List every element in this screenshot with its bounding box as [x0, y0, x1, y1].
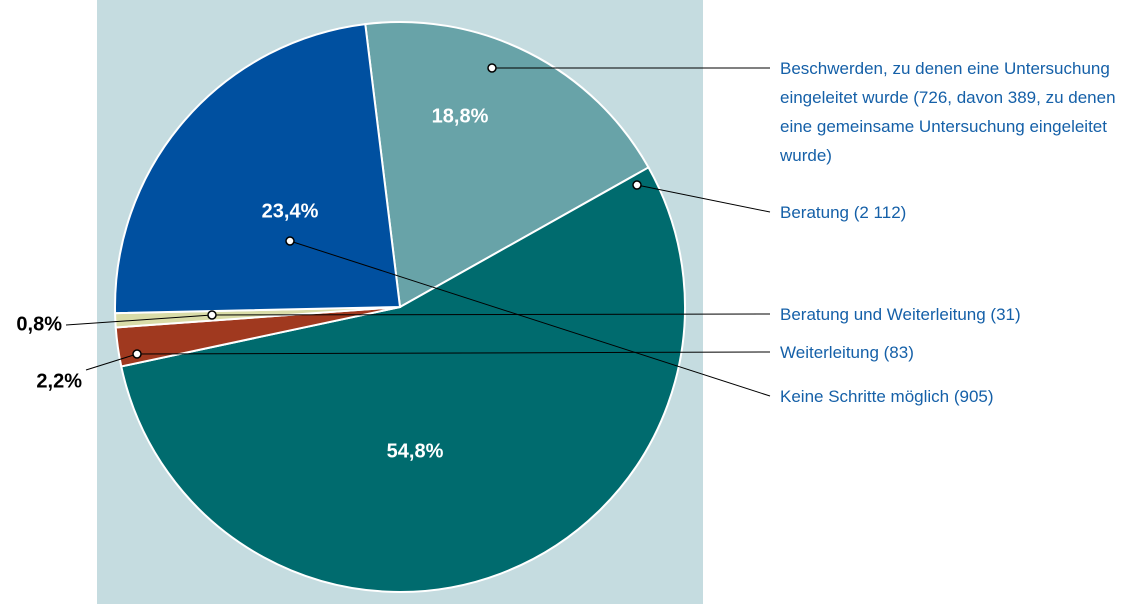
label-leader	[65, 314, 213, 326]
pie-slice	[114, 23, 402, 315]
leader-dot	[487, 63, 497, 73]
value-label: 0,8%	[16, 313, 62, 335]
legend-leader	[289, 240, 771, 397]
legend-entry: Weiterleitung (83)	[780, 343, 914, 362]
legend-entry: Keine Schritte möglich (905)	[780, 387, 994, 406]
value-label: 18,8%	[432, 105, 489, 127]
legend-entry: Beratung und Weiterleitung (31)	[780, 305, 1021, 324]
pie-slice	[364, 21, 650, 309]
value-label: 54,8%	[387, 440, 444, 462]
legend-entry: Beschwerden, zu denen eine Untersuchung …	[780, 59, 1116, 165]
legend-entry: Beratung (2 112)	[780, 203, 907, 222]
leader-dot	[632, 180, 642, 190]
leader-dot	[132, 349, 142, 359]
legend-leader	[636, 184, 771, 213]
pie-slice	[120, 166, 686, 593]
leader-dot	[207, 310, 217, 320]
legend-leader	[211, 313, 771, 316]
value-label: 2,2%	[36, 370, 82, 392]
label-leader	[85, 353, 138, 371]
leader-dot	[285, 236, 295, 246]
legend-leader	[136, 351, 771, 355]
value-label: 23,4%	[262, 200, 319, 222]
